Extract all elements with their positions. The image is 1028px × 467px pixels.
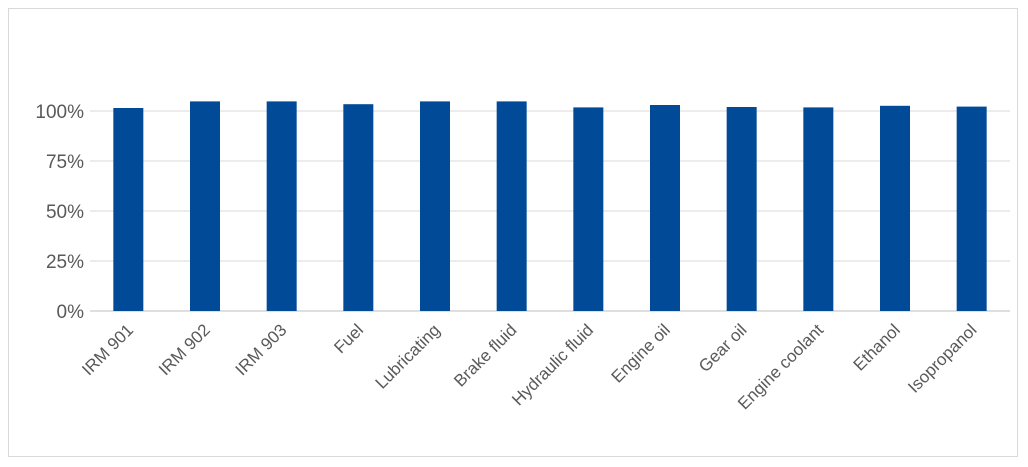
bar-irm-901 (113, 108, 144, 311)
x-tick-label: IRM 902 (155, 320, 214, 379)
x-tick-label: Isopropanol (904, 320, 980, 396)
y-tick-label: 50% (46, 202, 84, 223)
x-tick-label: Brake fluid (450, 320, 520, 390)
bar-hydraulic-fluid (573, 107, 604, 312)
bar-irm-903 (266, 101, 297, 312)
y-tick-label: 100% (35, 102, 84, 123)
x-tick-label: Hydraulic fluid (508, 320, 597, 409)
y-tick-label: 25% (46, 252, 84, 273)
x-tick-label: Engine oil (608, 320, 674, 386)
bar-engine-coolant (803, 107, 834, 312)
bar-fuel (343, 104, 374, 311)
bar-lubricating (420, 101, 450, 312)
bar-gear-oil (726, 107, 757, 311)
y-tick-label: 75% (46, 152, 84, 173)
bar-brake-fluid (496, 101, 527, 312)
y-tick-label: 0% (57, 302, 85, 323)
x-tick-label: Gear oil (695, 320, 751, 376)
x-tick-label: Ethanol (850, 320, 904, 374)
bar-ethanol (880, 105, 910, 311)
x-tick-label: IRM 903 (232, 320, 291, 379)
bar-irm-902 (190, 101, 220, 312)
x-tick-label: Lubricating (372, 320, 444, 392)
bar-engine-oil (650, 105, 680, 311)
x-tick-label: IRM 901 (78, 320, 137, 379)
bar-isopropanol (956, 106, 987, 311)
x-tick-label: Fuel (330, 320, 367, 357)
